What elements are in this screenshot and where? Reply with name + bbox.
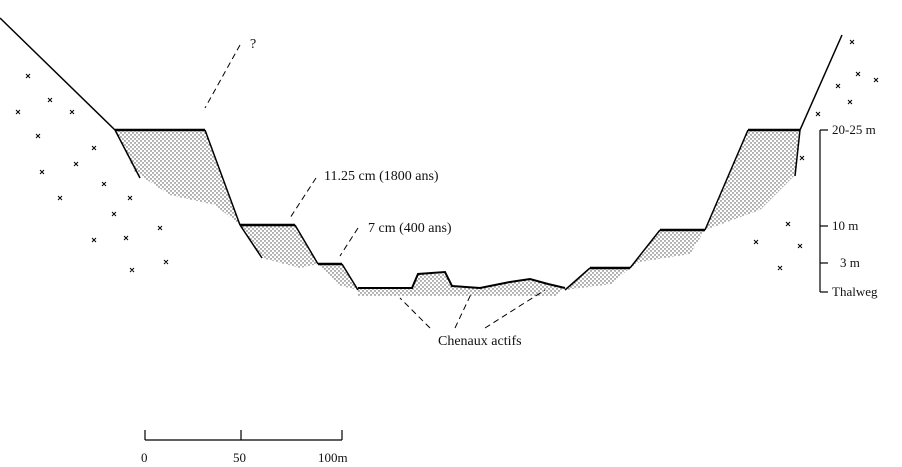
height-scale [820,130,828,292]
channels-label: Chenaux actifs [438,334,522,349]
distance-label: 0 [141,450,148,465]
alluvial-fill [115,130,800,296]
height-label: 3 m [840,255,860,270]
terrace-label: 7 cm (400 ans) [368,221,452,236]
question-label: ? [250,37,256,52]
height-label: 10 m [832,218,858,233]
height-label: Thalweg [832,284,878,299]
valley-profile [0,18,842,290]
cross-section-diagram: ? 11.25 cm (1800 ans) 7 cm (400 ans) Che… [0,0,902,467]
distance-scale [145,430,342,440]
distance-label: 50 [233,450,246,465]
height-label: 20-25 m [832,122,876,137]
terrace-label: 11.25 cm (1800 ans) [324,169,439,184]
distance-label: 100m [318,450,348,465]
